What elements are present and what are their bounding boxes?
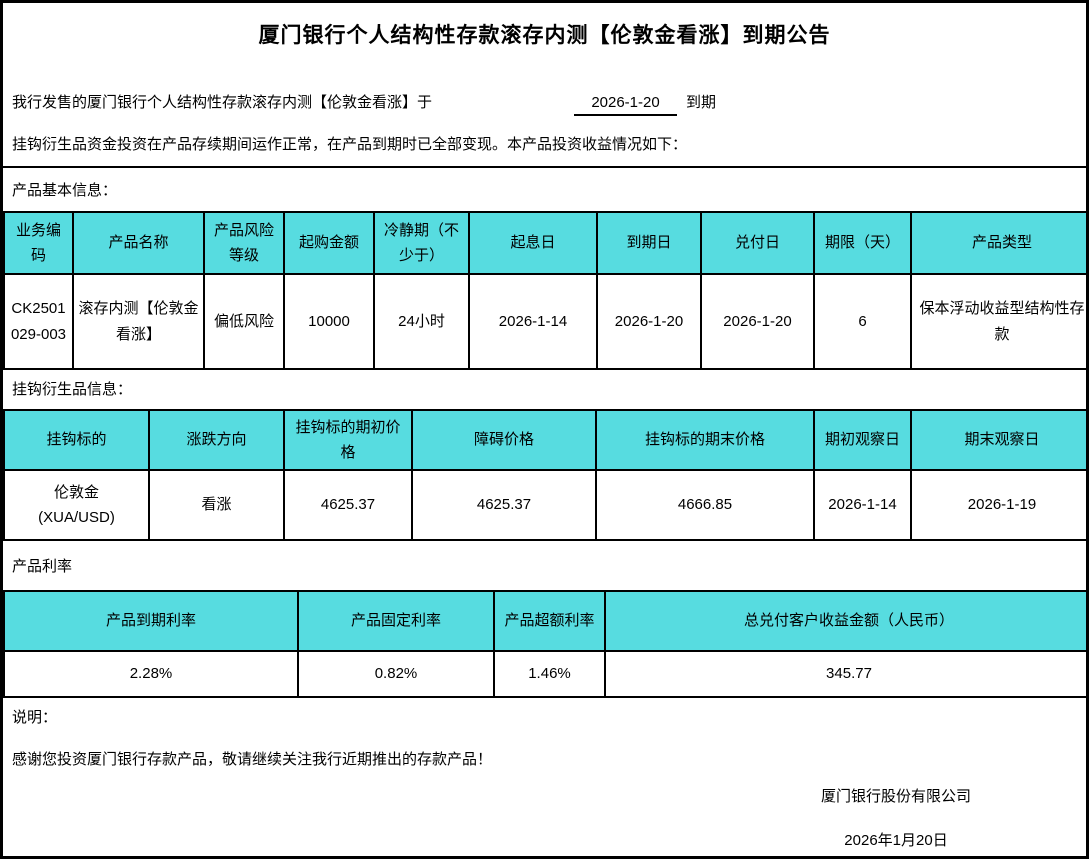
intro-line-2: 挂钩衍生品资金投资在产品存续期间运作正常，在产品到期时已全部变现。本产品投资收益…	[12, 136, 688, 153]
derivative-data-row: 伦敦金 (XUA/USD) 看涨 4625.37 4625.37 4666.85…	[3, 469, 1086, 541]
col-header-product-name: 产品名称	[72, 211, 205, 275]
section-label-product-rate: 产品利率	[12, 558, 73, 575]
company-name: 厦门银行股份有限公司	[820, 788, 971, 805]
col-header-final-price: 挂钩标的期末价格	[595, 409, 815, 471]
cell-maturity-date: 2026-1-20	[596, 273, 702, 370]
col-header-min-purchase: 起购金额	[283, 211, 375, 275]
cell-final-price: 4666.85	[595, 469, 815, 541]
product-rate-table: 产品到期利率 产品固定利率 产品超额利率 总兑付客户收益金额（人民币） 2.28…	[3, 590, 1086, 698]
cell-risk-level: 偏低风险	[203, 273, 285, 370]
thanks-message: 感谢您投资厦门银行存款产品，敬请继续关注我行近期推出的存款产品！	[12, 751, 493, 768]
col-header-business-code: 业务编码	[3, 211, 74, 275]
cell-business-code: CK2501029-003	[3, 273, 74, 370]
cell-term-days: 6	[813, 273, 912, 370]
col-header-risk-level: 产品风险等级	[203, 211, 285, 275]
col-header-product-type: 产品类型	[910, 211, 1086, 275]
section-label-basic-info: 产品基本信息：	[3, 166, 1086, 213]
cell-total-payout: 345.77	[604, 650, 1086, 698]
maturity-date-blank: 2026-1-20	[574, 94, 678, 116]
cell-cooling-period: 24小时	[373, 273, 470, 370]
cell-product-type: 保本浮动收益型结构性存款	[910, 273, 1086, 370]
cell-final-observation-date: 2026-1-19	[910, 469, 1086, 541]
cell-payment-date: 2026-1-20	[700, 273, 815, 370]
announcement-date: 2026年1月20日	[844, 832, 948, 849]
rate-data-row: 2.28% 0.82% 1.46% 345.77	[3, 650, 1086, 698]
col-header-initial-observation-date: 期初观察日	[813, 409, 912, 471]
cell-direction: 看涨	[148, 469, 285, 541]
col-header-direction: 涨跌方向	[148, 409, 285, 471]
col-header-excess-rate: 产品超额利率	[493, 590, 606, 652]
col-header-value-date: 起息日	[468, 211, 598, 275]
col-header-final-observation-date: 期末观察日	[910, 409, 1086, 471]
derivative-header-row: 挂钩标的 涨跌方向 挂钩标的期初价格 障碍价格 挂钩标的期末价格 期初观察日 期…	[3, 409, 1086, 471]
cell-fixed-rate: 0.82%	[297, 650, 495, 698]
intro-suffix-text: 到期	[686, 94, 717, 111]
basic-info-header-row: 业务编码 产品名称 产品风险等级 起购金额 冷静期（不少于） 起息日 到期日 兑…	[3, 211, 1086, 275]
intro-prefix-text: 我行发售的厦门银行个人结构性存款滚存内测【伦敦金看涨】于	[12, 94, 433, 111]
col-header-underlying: 挂钩标的	[3, 409, 150, 471]
cell-underlying: 伦敦金 (XUA/USD)	[3, 469, 150, 541]
col-header-initial-price: 挂钩标的期初价格	[283, 409, 413, 471]
cell-barrier-price: 4625.37	[411, 469, 597, 541]
col-header-term-days: 期限（天）	[813, 211, 912, 275]
cell-excess-rate: 1.46%	[493, 650, 606, 698]
cell-initial-price: 4625.37	[283, 469, 413, 541]
col-header-barrier-price: 障碍价格	[411, 409, 597, 471]
notes-label: 说明：	[12, 709, 58, 726]
maturity-date-value: 2026-1-20	[591, 94, 660, 111]
cell-initial-observation-date: 2026-1-14	[813, 469, 912, 541]
basic-info-data-row: CK2501029-003 滚存内测【伦敦金看涨】 偏低风险 10000 24小…	[3, 273, 1086, 370]
intro-line-1: 我行发售的厦门银行个人结构性存款滚存内测【伦敦金看涨】于 2026-1-20 到期	[12, 91, 1077, 116]
col-header-payment-date: 兑付日	[700, 211, 815, 275]
derivative-info-table: 挂钩标的 涨跌方向 挂钩标的期初价格 障碍价格 挂钩标的期末价格 期初观察日 期…	[3, 409, 1086, 541]
page-title: 厦门银行个人结构性存款滚存内测【伦敦金看涨】到期公告	[258, 24, 831, 47]
col-header-total-payout: 总兑付客户收益金额（人民币）	[604, 590, 1086, 652]
col-header-fixed-rate: 产品固定利率	[297, 590, 495, 652]
cell-product-name: 滚存内测【伦敦金看涨】	[72, 273, 205, 370]
basic-info-table: 业务编码 产品名称 产品风险等级 起购金额 冷静期（不少于） 起息日 到期日 兑…	[3, 211, 1086, 370]
col-header-maturity-date: 到期日	[596, 211, 702, 275]
cell-min-purchase: 10000	[283, 273, 375, 370]
signature-block: 厦门银行股份有限公司 2026年1月20日	[703, 787, 1086, 851]
section-label-derivative-info: 挂钩衍生品信息：	[12, 381, 133, 398]
cell-maturity-rate: 2.28%	[3, 650, 299, 698]
rate-header-row: 产品到期利率 产品固定利率 产品超额利率 总兑付客户收益金额（人民币）	[3, 590, 1086, 652]
cell-value-date: 2026-1-14	[468, 273, 598, 370]
col-header-maturity-rate: 产品到期利率	[3, 590, 299, 652]
col-header-cooling-period: 冷静期（不少于）	[373, 211, 470, 275]
